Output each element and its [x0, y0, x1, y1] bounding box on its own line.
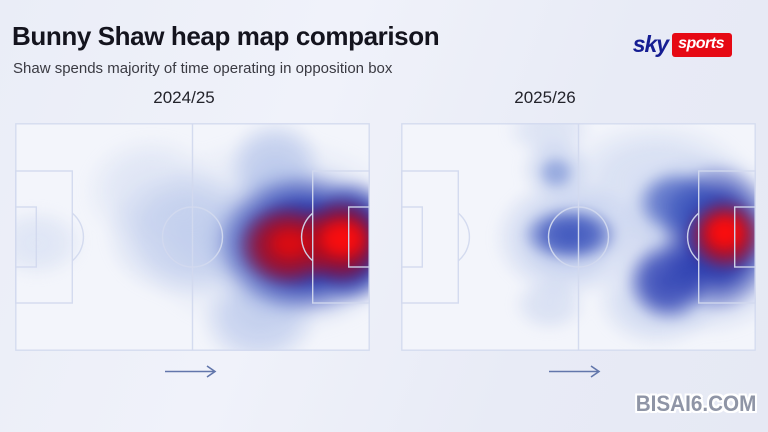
season-label-2024-25: 2024/25 — [153, 88, 215, 107]
heat-blob — [314, 216, 370, 263]
sky-logo-text: sky — [632, 31, 669, 57]
heat-blob — [537, 155, 575, 191]
season-label-2025-26: 2025/26 — [514, 88, 576, 107]
heat-layer-2024-25 — [15, 123, 370, 351]
attack-direction-arrow-right — [549, 365, 601, 378]
watermark: BISAI6.COM — [635, 391, 756, 416]
attack-direction-arrow-left — [165, 365, 217, 378]
heat-blob — [701, 211, 748, 254]
heat-blob — [81, 134, 221, 249]
sports-logo-badge: sports — [672, 32, 732, 57]
heat-blob — [15, 207, 86, 280]
sports-logo-text: sports — [678, 34, 724, 52]
heatmap-pitch-2025-26 — [401, 123, 756, 351]
sky-sports-logo: sky sports — [633, 31, 732, 58]
heat-blob — [265, 224, 315, 263]
heatmap-pitch-2024-25 — [15, 123, 370, 351]
heat-blob — [521, 206, 620, 264]
page-title: Bunny Shaw heap map comparison — [12, 21, 440, 51]
page-subtitle: Shaw spends majority of time operating i… — [13, 60, 393, 77]
heat-blob — [511, 276, 587, 333]
heat-layer-2025-26 — [401, 123, 756, 351]
